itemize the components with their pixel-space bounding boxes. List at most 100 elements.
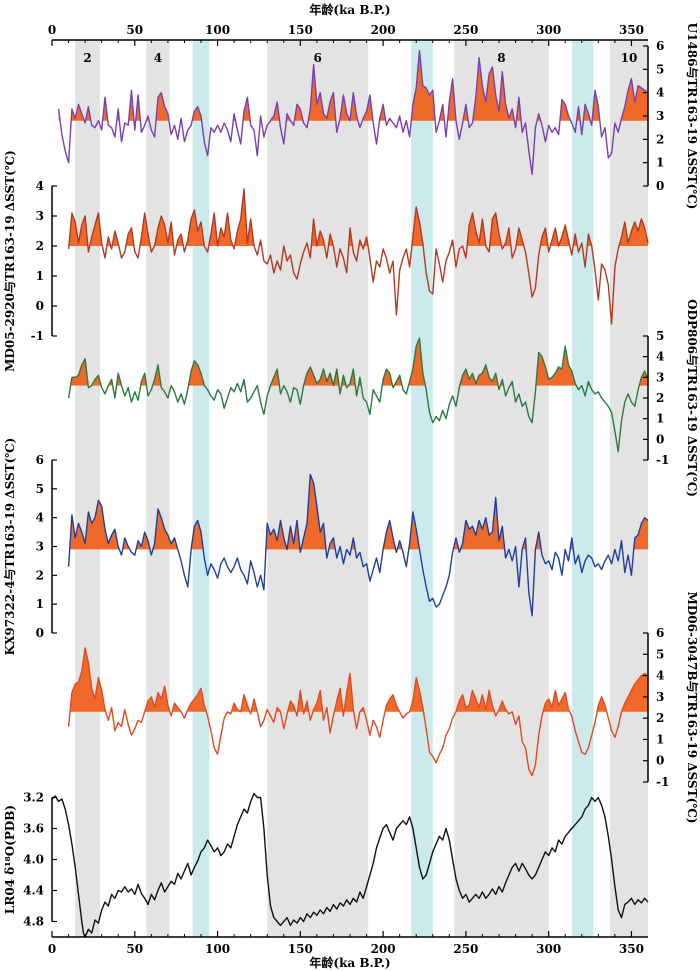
bottom-x-tick-label: 100: [205, 942, 230, 956]
top-x-tick-label: 200: [371, 23, 396, 37]
y-tick-label: 4: [656, 350, 664, 364]
y-tick-label: 2: [36, 239, 44, 253]
y-tick-label: 0: [656, 179, 664, 193]
top-x-tick-label: 150: [288, 23, 313, 37]
bottom-x-tick-0: 0: [48, 931, 56, 956]
series-0-y-tick: 0: [643, 179, 664, 193]
stage-label-6: 6: [314, 51, 322, 65]
y-tick-label: 4.0: [23, 853, 44, 867]
bottom-x-axis-title: 年龄(ka B.P.): [309, 955, 390, 970]
y-tick-label: 2: [36, 568, 44, 582]
y-tick-label: 4: [656, 86, 664, 100]
series-0-y-tick: 4: [643, 86, 664, 100]
y-tick-label: 1: [36, 597, 44, 611]
bottom-x-tick-label: 150: [288, 942, 313, 956]
stage-band-4: [411, 40, 433, 937]
bottom-x-tick-250: 250: [453, 931, 478, 956]
series-0-y-tick: 3: [643, 109, 664, 123]
bottom-x-tick-150: 150: [288, 931, 313, 956]
y-tick-label: 2: [656, 711, 664, 725]
series-5-axis-title: LR04 δ¹⁸O(PDB): [3, 805, 17, 914]
series-5-line: [51, 792, 649, 938]
top-x-tick-label: 350: [619, 23, 644, 37]
series-5-y-tick: 3.2: [23, 791, 57, 805]
series-1-y-tick: 2: [36, 239, 57, 253]
stage-label-2: 2: [83, 51, 91, 65]
series-4-y-tick: 2: [643, 711, 664, 725]
series-1-line: [67, 188, 649, 325]
series-3-y-tick: 3: [36, 540, 57, 554]
y-tick-label: 1: [656, 732, 664, 746]
y-tick-label: 6: [656, 626, 664, 640]
top-x-tick-350: 350: [619, 23, 644, 46]
series-4-line: [67, 647, 649, 777]
series-3-line: [67, 473, 649, 617]
series-4-y-tick: 0: [643, 754, 664, 768]
series-2-y-tick: 0: [643, 432, 664, 446]
bottom-x-tick-300: 300: [536, 931, 561, 956]
y-tick-label: 3: [36, 540, 44, 554]
stage-band-7: [609, 40, 648, 937]
series-3-y-tick: 2: [36, 568, 57, 582]
y-tick-label: 4: [36, 511, 44, 525]
series-2-y-tick: 3: [643, 370, 664, 384]
series-4-y-tick: 4: [643, 669, 664, 683]
stage-band-3: [267, 40, 369, 937]
y-tick-label: 5: [656, 647, 664, 661]
stage-bands: 2 4 6 8 10: [75, 40, 648, 937]
panel-4: -1 0 1 2 3 4 5 6 MD06-3047B与TR163-19 ΔSST(℃): [67, 592, 699, 824]
y-tick-label: 6: [36, 453, 44, 467]
series-1-anomaly-fill: [68, 189, 649, 246]
series-2-y-tick: 2: [643, 391, 664, 405]
series-2-axis-title: ODP806与TR163-19 ΔSST(℃): [685, 299, 699, 497]
series-0-axis-title: U1486与TR163-19 ΔSST(℃): [685, 23, 699, 210]
axes: 年龄(ka B.P.) 年龄(ka B.P.) 0 50 100 150 200 250 3…: [48, 2, 648, 970]
series-1-y-tick: -1: [31, 329, 57, 343]
stage-label-8: 8: [497, 51, 505, 65]
top-x-tick-label: 100: [205, 23, 230, 37]
y-tick-label: -1: [656, 775, 669, 789]
series-0-y-tick: 5: [643, 62, 664, 76]
series-4-y-tick: 5: [643, 647, 664, 661]
top-x-tick-200: 200: [371, 23, 396, 46]
y-tick-label: 3: [656, 109, 664, 123]
y-tick-label: -1: [656, 453, 669, 467]
top-x-tick-label: 300: [536, 23, 561, 37]
bottom-x-tick-label: 0: [48, 942, 56, 956]
stage-band-0: [75, 40, 101, 937]
bottom-x-tick-100: 100: [205, 931, 230, 956]
series-1-y-tick: 0: [36, 299, 57, 313]
series-2-line: [67, 337, 649, 453]
y-tick-label: 5: [656, 62, 664, 76]
y-tick-label: 4.4: [23, 884, 44, 898]
stage-band-2: [192, 40, 210, 937]
series-4-y-tick: 3: [643, 690, 664, 704]
bottom-x-tick-label: 200: [371, 942, 396, 956]
y-tick-label: 3.6: [23, 822, 44, 836]
top-x-tick-250: 250: [453, 23, 478, 46]
top-x-axis-title: 年龄(ka B.P.): [309, 2, 390, 17]
top-x-tick-label: 50: [126, 23, 143, 37]
bottom-x-tick-label: 350: [619, 942, 644, 956]
y-tick-label: 6: [656, 39, 664, 53]
y-tick-label: 4: [656, 669, 664, 683]
series-4-axis-title: MD06-3047B与TR163-19 ΔSST(℃): [685, 592, 699, 824]
y-tick-label: 0: [36, 626, 44, 640]
series-5-y-tick: 4.0: [23, 853, 57, 867]
panel-1: -1 0 1 2 3 4 MD05-2920与TR163-19 ΔSST(℃): [3, 150, 649, 372]
y-tick-label: 4.8: [23, 915, 44, 929]
series-0-anomaly-fill: [58, 50, 649, 121]
series-5-y-tick: 3.6: [23, 822, 57, 836]
data-panels: 0 1 2 3 4 5 6 U1486与TR163-19 ΔSST(℃) -1 0 1 2 3 4 MD05…: [3, 23, 699, 938]
series-0-y-tick: 6: [643, 39, 664, 53]
y-tick-label: 0: [36, 299, 44, 313]
series-2-y-tick: 4: [643, 350, 664, 364]
series-2-y-tick: 5: [643, 329, 664, 343]
panel-2: -1 0 1 2 3 4 5 ODP806与TR163-19 ΔSST(℃): [67, 299, 699, 497]
series-3-y-tick: 0: [36, 626, 57, 640]
series-3-y-tick: 5: [36, 482, 57, 496]
series-5-y-tick: 4.8: [23, 915, 57, 929]
series-3-y-tick: 1: [36, 597, 57, 611]
panel-5: 3.2 3.6 4.0 4.4 4.8 LR04 δ¹⁸O(PDB): [3, 791, 649, 938]
series-1-y-tick: 4: [36, 179, 57, 193]
